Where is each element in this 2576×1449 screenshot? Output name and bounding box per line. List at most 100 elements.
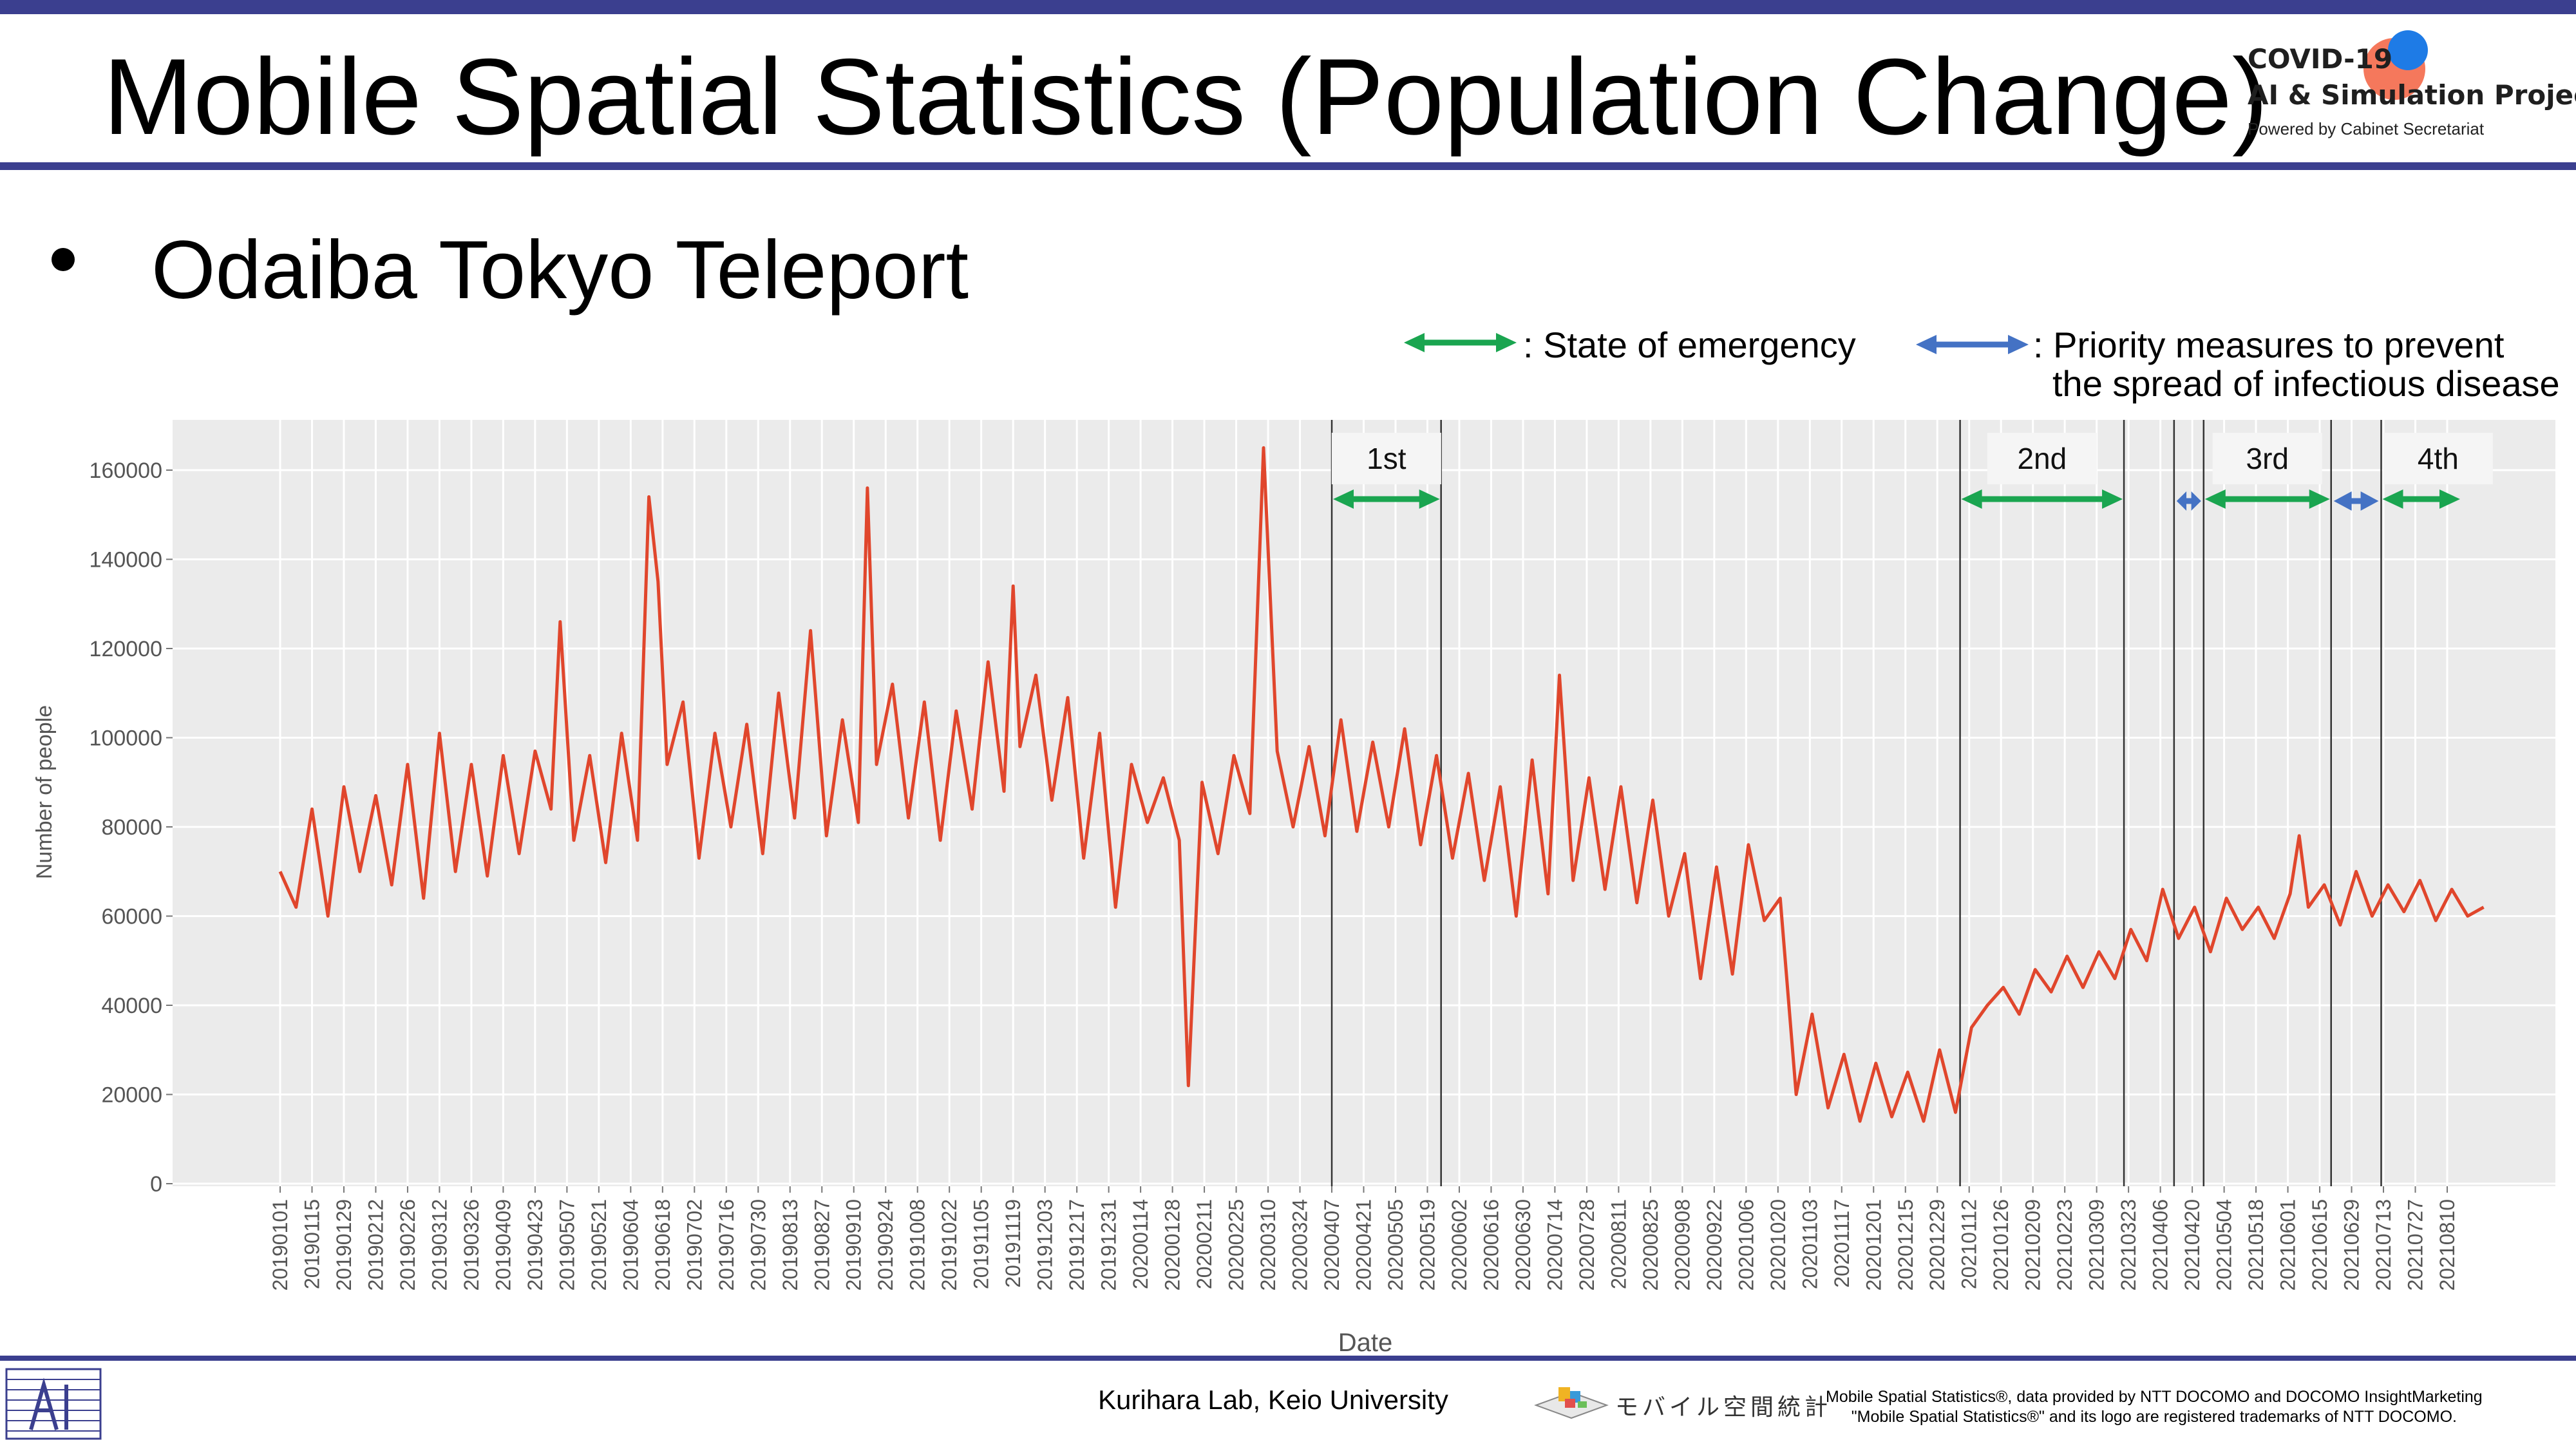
- footer-ntt-line2: "Mobile Spatial Statistics®" and its log…: [1851, 1408, 2457, 1426]
- arrow-head-right: [1496, 333, 1517, 352]
- footer-rule: [0, 1356, 2576, 1361]
- legend-priority-label-2: the spread of infectious disease: [2052, 363, 2560, 404]
- x-tick-label: 20200602: [1448, 1199, 1471, 1291]
- footer-ntt-line1: Mobile Spatial Statistics®, data provide…: [1826, 1388, 2483, 1406]
- x-tick-label: 20190730: [746, 1199, 770, 1291]
- priority-arrow: [2333, 491, 2379, 511]
- x-tick-label: 20201020: [1766, 1199, 1790, 1291]
- x-tick-label: 20200128: [1161, 1199, 1184, 1291]
- y-tick-label: 20000: [101, 1083, 162, 1108]
- x-tick-label: 20200616: [1479, 1199, 1502, 1291]
- x-axis: 20190101 20190115 20190129 20190212 20190226…: [269, 1186, 2459, 1291]
- x-tick-label: 20200908: [1671, 1199, 1694, 1291]
- arrow-head-right: [2309, 489, 2330, 509]
- slide-title: Mobile Spatial Statistics (Population Ch…: [103, 36, 2268, 157]
- x-tick-label: 20200421: [1352, 1199, 1376, 1291]
- x-tick-label: 20200728: [1575, 1199, 1598, 1291]
- arrow-head-left: [2382, 489, 2403, 509]
- x-tick-label: 20190409: [491, 1199, 515, 1291]
- x-tick-label: 20190702: [683, 1199, 706, 1291]
- x-tick-label: 20190226: [396, 1199, 419, 1291]
- x-tick-label: 20190312: [428, 1199, 451, 1291]
- x-tick-label: 20190716: [715, 1199, 738, 1291]
- x-tick-label: 20191008: [906, 1199, 929, 1291]
- x-tick-label: 20200922: [1703, 1199, 1726, 1291]
- arrow-head-right: [2191, 491, 2201, 511]
- arrow-head-right: [1419, 489, 1440, 509]
- y-tick-label: 120000: [90, 637, 162, 661]
- x-tick-label: 20200211: [1193, 1199, 1216, 1289]
- x-tick-label: 20191105: [970, 1199, 993, 1289]
- top-accent-bar: [0, 0, 2576, 14]
- emergency-arrow: [1333, 489, 1440, 509]
- x-tick-label: 20210518: [2244, 1199, 2268, 1291]
- legend-arrows: [1404, 333, 2029, 354]
- period-lines: [1331, 420, 2382, 1186]
- x-tick-label: 20200630: [1511, 1199, 1535, 1291]
- x-tick-label: 20200310: [1256, 1199, 1280, 1291]
- x-tick-label: 20190910: [842, 1199, 866, 1291]
- arrow-head-left: [2176, 491, 2187, 511]
- arrow-head-left: [1404, 333, 1425, 352]
- x-tick-label: 20190827: [810, 1199, 833, 1291]
- arrow-head-left: [1916, 335, 1937, 354]
- period-label-box: [2383, 433, 2493, 484]
- logo-line1: COVID-19: [2248, 43, 2393, 75]
- x-tick-label: 20190924: [874, 1199, 897, 1291]
- x-tick-label: 20210629: [2340, 1199, 2363, 1291]
- x-tick-label: 20190129: [332, 1199, 355, 1291]
- grid: [173, 420, 2555, 1186]
- footer-lab-text: Kurihara Lab, Keio University: [1098, 1385, 1448, 1415]
- x-tick-label: 20210601: [2277, 1199, 2300, 1291]
- legend-emergency-arrow-icon: [1404, 333, 1517, 352]
- mobile-spatial-logo-text: モバイル空間統計: [1615, 1394, 1832, 1420]
- x-axis-title: Date: [1338, 1329, 1393, 1357]
- y-tick-label: 160000: [90, 459, 162, 483]
- y-tick-label: 60000: [101, 905, 162, 929]
- arrow-head-left: [2204, 489, 2226, 509]
- arrow-head-right: [2439, 489, 2460, 509]
- x-tick-label: 20200407: [1320, 1199, 1343, 1291]
- x-tick-label: 20210504: [2213, 1199, 2236, 1291]
- annotations: 1st 2nd 3rd 4th: [1331, 433, 2493, 511]
- arrow-head-right: [2360, 491, 2379, 511]
- x-tick-label: 20190604: [619, 1199, 642, 1291]
- x-tick-label: 20210406: [2149, 1199, 2172, 1291]
- period-label-box: [1331, 433, 1441, 484]
- title-underline: [0, 162, 2576, 170]
- logo-line2: AI & Simulation Project: [2248, 79, 2576, 111]
- x-tick-label: 20210713: [2372, 1199, 2395, 1291]
- x-tick-label: 20191217: [1065, 1199, 1088, 1291]
- x-tick-label: 20190101: [269, 1199, 292, 1291]
- x-tick-label: 20190618: [651, 1199, 674, 1291]
- x-tick-label: 20201229: [1926, 1199, 1949, 1291]
- x-tick-label: 20201215: [1894, 1199, 1917, 1291]
- period-label-1st: 1st: [1367, 442, 1406, 475]
- y-tick-label: 0: [150, 1172, 162, 1197]
- y-axis: 0 20000 40000 60000 80000 100000 120000 140000 1…: [90, 459, 173, 1197]
- x-tick-label: 20201201: [1862, 1199, 1885, 1291]
- period-label-box: [1987, 433, 2097, 484]
- arrow-head-left: [1961, 489, 1982, 509]
- covid-project-logo: COVID-19 AI & Simulation Project Powered…: [2248, 30, 2576, 158]
- x-tick-label: 20191203: [1034, 1199, 1057, 1291]
- x-tick-label: 20200114: [1129, 1199, 1152, 1289]
- x-tick-label: 20200825: [1639, 1199, 1662, 1291]
- mobile-spatial-cube-icon: [1534, 1387, 1609, 1419]
- x-tick-label: 20210309: [2085, 1199, 2108, 1291]
- x-tick-label: 20200225: [1225, 1199, 1248, 1291]
- y-tick-label: 100000: [90, 726, 162, 751]
- x-tick-label: 20190115: [300, 1199, 323, 1289]
- x-tick-label: 20190326: [460, 1199, 483, 1291]
- x-tick-label: 20190212: [364, 1199, 387, 1291]
- period-label-4th: 4th: [2418, 442, 2459, 475]
- legend-priority-label-1: : Priority measures to prevent: [2033, 325, 2505, 365]
- x-tick-label: 20200505: [1384, 1199, 1407, 1291]
- y-tick-label: 40000: [101, 994, 162, 1018]
- footer-ntt-credit: Mobile Spatial Statistics®, data provide…: [1826, 1387, 2483, 1427]
- x-tick-label: 20210727: [2404, 1199, 2427, 1291]
- x-tick-label: 20191231: [1097, 1199, 1121, 1291]
- arrow-head-right: [2102, 489, 2123, 509]
- y-tick-label: 80000: [101, 815, 162, 840]
